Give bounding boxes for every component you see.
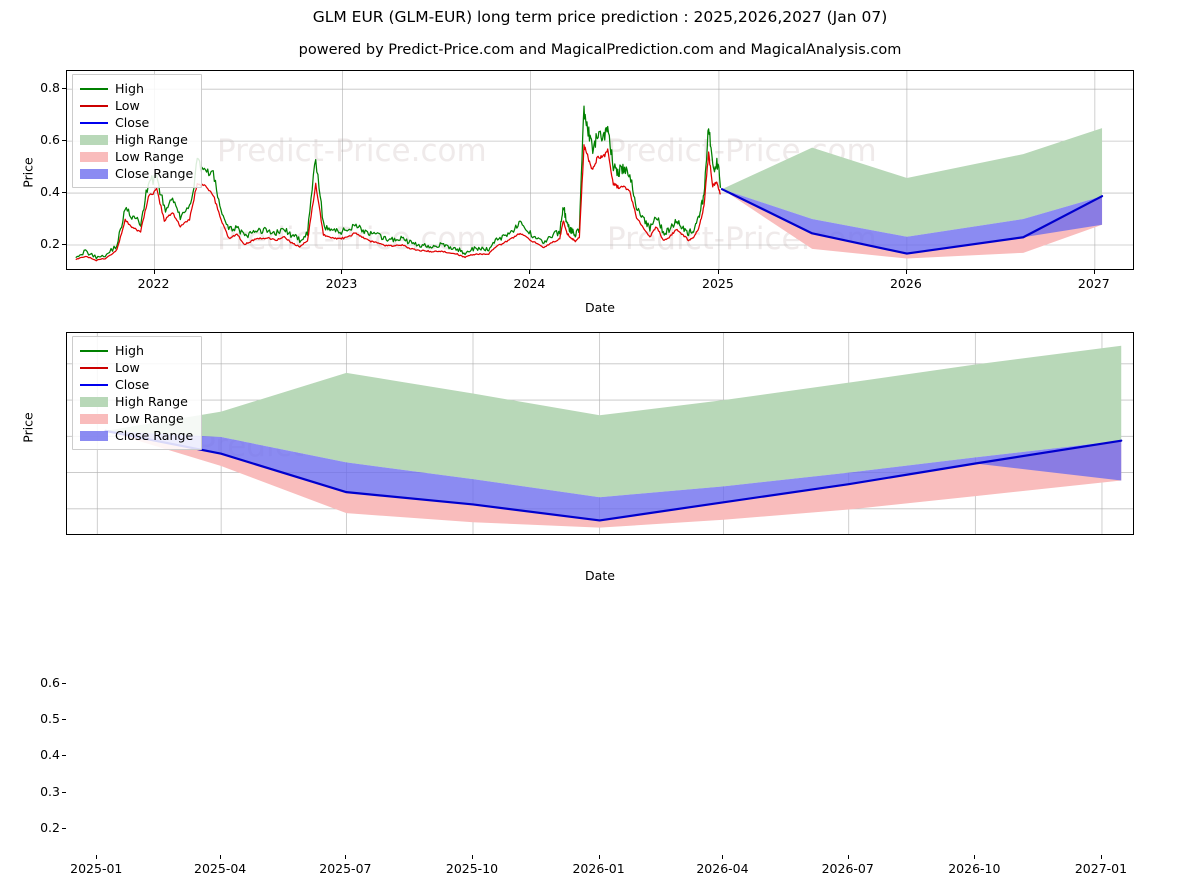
y-tick-mark <box>62 827 66 829</box>
x-tick-mark <box>598 855 600 859</box>
legend-patch-swatch <box>80 151 108 163</box>
y-tick-label: 0.6 <box>40 132 60 148</box>
x-tick-mark <box>472 855 473 859</box>
x-tick-mark <box>717 270 719 274</box>
legend-item-label: Low <box>115 360 140 375</box>
legend-item[interactable]: Close <box>80 114 193 131</box>
legend-item[interactable]: Low <box>80 359 193 376</box>
y-tick-mark <box>62 755 66 757</box>
top-panel-series <box>67 71 1133 269</box>
legend-item-label: Close Range <box>115 166 194 181</box>
top-panel-legend: High Low Close High Range Low Range Close Ran… <box>72 74 203 188</box>
legend-item-label: High Range <box>115 132 188 147</box>
legend-patch-swatch <box>80 168 108 180</box>
legend-item-label: High Range <box>115 394 188 409</box>
bottom-panel-legend: High Low Close High Range Low Range Close Ran… <box>72 336 203 450</box>
legend-item[interactable]: Close Range <box>80 427 193 444</box>
x-tick-label: 2025-01 <box>70 861 123 876</box>
legend-item[interactable]: Low <box>80 97 193 114</box>
legend-item[interactable]: High <box>80 80 193 97</box>
x-tick-label: 2026-01 <box>572 861 625 876</box>
x-tick-label: 2024 <box>513 276 546 291</box>
bottom-panel-series <box>67 333 1133 534</box>
legend-patch-swatch <box>80 430 108 442</box>
x-tick-label: 2022 <box>137 276 170 291</box>
x-tick-mark <box>529 270 531 274</box>
x-tick-label: 2026-07 <box>821 861 874 876</box>
x-tick-label: 2027-01 <box>1074 861 1128 876</box>
legend-patch-swatch <box>80 413 108 425</box>
legend-line-swatch <box>80 83 108 95</box>
x-tick-mark <box>847 855 849 859</box>
legend-line-swatch <box>80 345 108 357</box>
y-tick-mark <box>62 88 66 90</box>
x-tick-label: 2026-10 <box>948 861 1001 876</box>
x-tick-label: 2025-04 <box>194 861 247 876</box>
y-tick-label: 0.4 <box>40 184 60 200</box>
x-tick-mark <box>905 270 907 274</box>
y-tick-label: 0.5 <box>40 711 60 727</box>
legend-item[interactable]: High <box>80 342 193 359</box>
top-panel-plot-area: Predict-Price.com Predict-Price.com Predic… <box>66 70 1134 270</box>
x-tick-mark <box>974 855 976 859</box>
legend-item[interactable]: High Range <box>80 393 193 410</box>
legend-item[interactable]: Close Range <box>80 165 193 182</box>
legend-item[interactable]: Low Range <box>80 148 193 165</box>
x-tick-label: 2025-07 <box>319 861 372 876</box>
y-tick-label: 0.3 <box>40 783 60 799</box>
y-tick-label: 0.2 <box>40 236 60 252</box>
legend-patch-swatch <box>80 134 108 146</box>
y-tick-mark <box>62 719 66 721</box>
x-tick-label: 2025 <box>702 276 734 291</box>
legend-item-label: High <box>115 81 144 96</box>
legend-line-swatch <box>80 379 108 391</box>
bottom-panel: Price 0.2 0.3 0.4 0.5 0.6 2025-01 2025-04 2025… <box>0 320 1200 876</box>
x-tick-mark <box>153 270 155 274</box>
x-tick-label: 2026 <box>889 276 922 291</box>
x-tick-mark <box>220 855 222 859</box>
x-tick-label: 2023 <box>325 276 358 291</box>
y-tick-mark <box>62 244 66 246</box>
x-tick-mark <box>345 855 347 859</box>
x-tick-mark <box>1093 270 1095 274</box>
x-tick-mark <box>341 270 343 274</box>
legend-item[interactable]: Close <box>80 376 193 393</box>
legend-item-label: Close <box>115 115 150 130</box>
legend-item-label: Low <box>115 98 140 113</box>
top-panel: Price 0.2 0.4 0.6 0.8 2022 2023 2024 2025 2026 2… <box>0 0 1200 320</box>
y-tick-mark <box>62 192 66 194</box>
legend-patch-swatch <box>80 396 108 408</box>
bottom-panel-ylabel: Price <box>20 412 36 443</box>
legend-item[interactable]: High Range <box>80 131 193 148</box>
y-tick-mark <box>62 140 66 142</box>
x-tick-label: 2025-10 <box>445 861 499 876</box>
y-tick-mark <box>62 791 66 793</box>
x-tick-label: 2026-04 <box>696 861 749 876</box>
y-tick-mark <box>62 682 66 684</box>
legend-line-swatch <box>80 362 108 374</box>
legend-line-swatch <box>80 100 108 112</box>
page-title: GLM EUR (GLM-EUR) long term price predic… <box>312 8 888 26</box>
top-panel-xlabel: Date <box>585 300 615 315</box>
legend-item[interactable]: Low Range <box>80 410 193 427</box>
y-tick-label: 0.2 <box>40 819 60 835</box>
y-tick-label: 0.6 <box>40 674 60 690</box>
x-tick-label: 2027 <box>1077 276 1110 291</box>
legend-item-label: Close Range <box>115 428 194 443</box>
page-subtitle: powered by Predict-Price.com and Magical… <box>298 42 902 58</box>
y-tick-label: 0.8 <box>40 80 60 96</box>
legend-line-swatch <box>80 117 108 129</box>
x-tick-mark <box>722 855 724 859</box>
x-tick-mark <box>1100 855 1102 859</box>
legend-item-label: Close <box>115 377 150 392</box>
y-tick-label: 0.4 <box>40 747 60 763</box>
bottom-panel-xlabel: Date <box>585 568 615 583</box>
legend-item-label: High <box>115 343 144 358</box>
legend-item-label: Low Range <box>115 149 184 164</box>
x-tick-mark <box>96 855 98 859</box>
legend-item-label: Low Range <box>115 411 184 426</box>
